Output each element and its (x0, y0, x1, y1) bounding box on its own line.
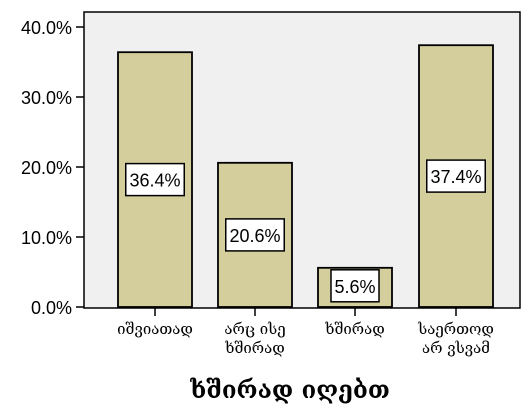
y-tick-label: 30.0% (21, 88, 72, 108)
data-label: 36.4% (129, 171, 180, 191)
x-tick-label: არ ვსვამ (422, 339, 490, 357)
data-label: 5.6% (334, 277, 375, 297)
data-label: 20.6% (229, 226, 280, 246)
x-tick-label: ხშირად (224, 339, 284, 357)
data-label: 37.4% (430, 167, 481, 187)
data-label-box (330, 269, 380, 303)
x-axis-label: ხშირად იღებთ (189, 375, 390, 404)
data-label-box (426, 159, 486, 193)
y-tick-label: 40.0% (21, 18, 72, 38)
y-tick-label: 10.0% (21, 228, 72, 248)
x-tick-label: არც ისე (224, 320, 285, 338)
x-tick-label: საერთოდ (417, 320, 494, 338)
data-label-box (125, 162, 185, 197)
bars: 36.4% 20.6% 5.6% 37.4% (117, 44, 494, 308)
data-label-box (225, 218, 285, 252)
y-axis: 0.0% 10.0% 20.0% 30.0% 40.0% (21, 18, 84, 318)
y-tick-label: 0.0% (31, 298, 72, 318)
x-tick-label: იშვიათად (117, 320, 193, 338)
x-tick-label: ხშირად (324, 320, 384, 338)
y-tick-label: 20.0% (21, 158, 72, 178)
